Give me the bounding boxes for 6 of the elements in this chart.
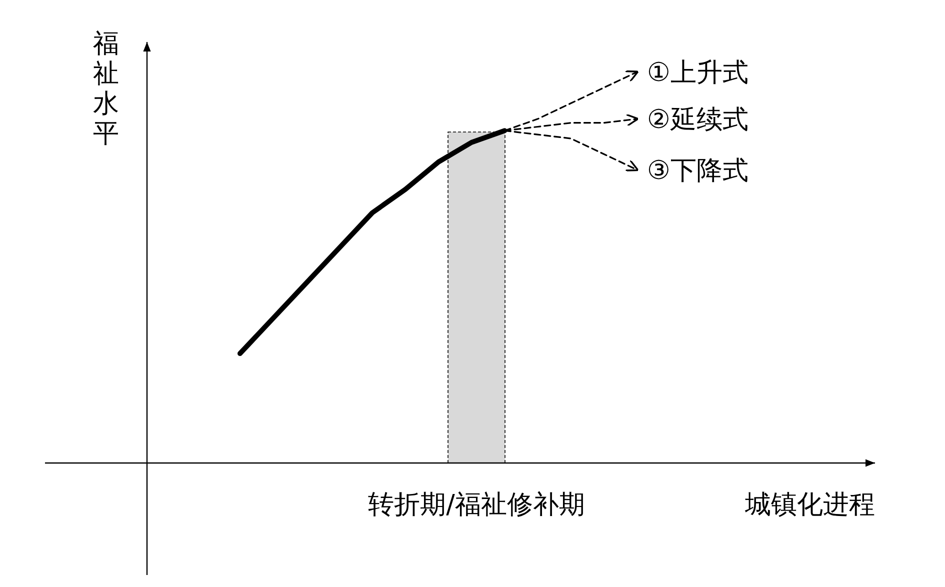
- text: 转折期/福祉修补期: [368, 490, 585, 520]
- x-axis-title: 城镇化进程: [744, 490, 875, 520]
- series-label: ②延续式: [647, 104, 748, 135]
- y-axis-title: 福祉水平: [93, 29, 119, 149]
- series-label: ③下降式: [647, 156, 748, 186]
- series-label: ①上升式: [647, 58, 748, 88]
